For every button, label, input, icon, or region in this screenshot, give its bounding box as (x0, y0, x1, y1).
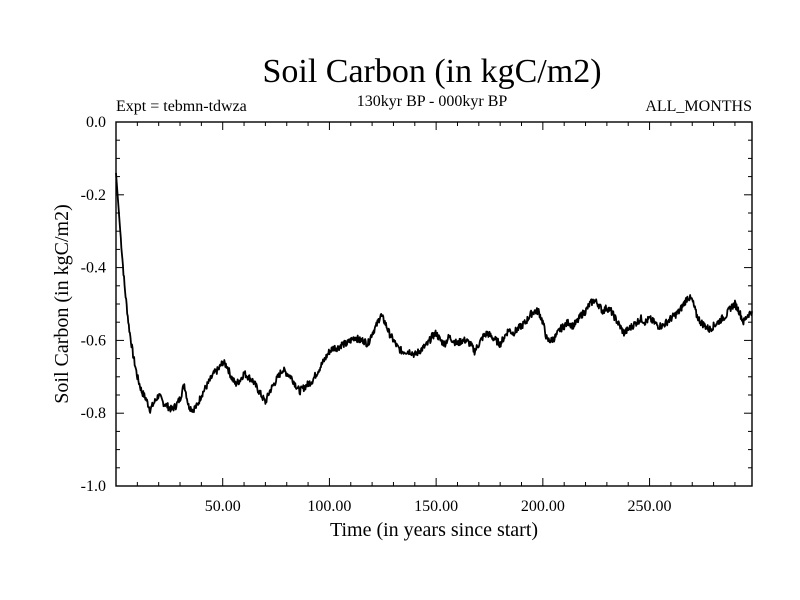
series-line-soil-carbon (115, 172, 753, 414)
y-tick-label: -0.8 (81, 405, 106, 422)
x-tick-label: 150.00 (414, 498, 458, 515)
plot-frame (115, 121, 753, 487)
y-axis-label: Soil Carbon (in kgC/m2) (51, 204, 73, 403)
x-axis-label: Time (in years since start) (330, 519, 538, 541)
x-tick-label: 200.00 (521, 498, 565, 515)
chart-subtitle-center: 130kyr BP - 000kyr BP (357, 93, 508, 110)
chart-title: Soil Carbon (in kgC/m2) (262, 53, 601, 90)
y-axis-ticks: 0.0 -0.2 -0.4 -0.6 -0.8 -1.0 (81, 114, 752, 495)
y-tick-label: -0.4 (81, 260, 106, 277)
y-tick-label: -1.0 (81, 478, 106, 495)
x-tick-label: 50.00 (205, 498, 241, 515)
y-tick-label: -0.6 (81, 332, 106, 349)
y-tick-label: 0.0 (86, 114, 106, 131)
x-tick-label: 100.00 (307, 498, 351, 515)
y-tick-label: -0.2 (81, 187, 106, 204)
chart-subtitle-right: ALL_MONTHS (645, 98, 752, 115)
x-tick-label: 250.00 (628, 498, 672, 515)
x-axis-ticks: 50.00 100.00 150.00 200.00 250.00 (136, 122, 736, 515)
chart-subtitle-left: Expt = tebmn-tdwza (116, 98, 247, 115)
